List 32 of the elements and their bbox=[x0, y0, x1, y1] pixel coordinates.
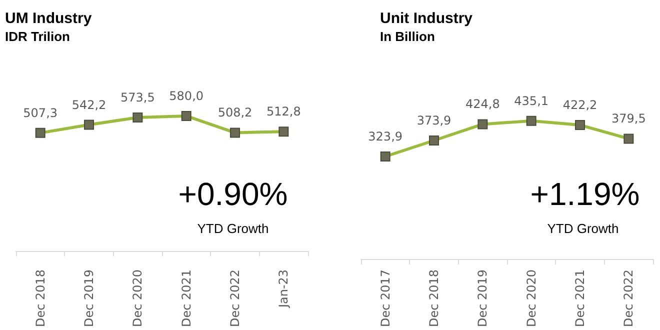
chart-title: UM Industry bbox=[5, 10, 92, 27]
x-tick-label: Dec 2021 bbox=[179, 269, 194, 328]
data-label: 512,8 bbox=[266, 104, 301, 119]
x-tick-label: Dec 2022 bbox=[622, 269, 636, 328]
x-tick-label: Dec 2018 bbox=[427, 269, 441, 328]
data-label: 323,9 bbox=[368, 130, 403, 144]
text: +1.19% bbox=[530, 176, 640, 212]
text: YTD Growth bbox=[547, 221, 619, 236]
x-tick-label: Dec 2018 bbox=[33, 269, 48, 328]
data-label: 542,2 bbox=[72, 98, 106, 112]
data-label: 379,5 bbox=[611, 112, 646, 126]
data-label: 508,2 bbox=[218, 106, 252, 120]
data-label: 422,2 bbox=[562, 98, 598, 112]
x-tick-label: Dec 2022 bbox=[228, 269, 242, 328]
chart-title: Unit Industry bbox=[380, 10, 474, 27]
chart-subtitle: IDR Trilion bbox=[5, 29, 70, 44]
x-tick-label: Dec 2020 bbox=[130, 269, 145, 328]
x-tick-label: Dec 2017 bbox=[378, 269, 392, 328]
x-tick-label: Jan-23 bbox=[276, 269, 291, 309]
data-label: 580,0 bbox=[169, 88, 204, 103]
data-label: 373,9 bbox=[416, 113, 452, 128]
data-label: 435,1 bbox=[514, 94, 549, 108]
data-label: 507,3 bbox=[23, 106, 58, 120]
x-tick-label: Dec 2019 bbox=[82, 269, 96, 328]
chart-subtitle: In Billion bbox=[380, 29, 435, 44]
x-tick-label: Dec 2019 bbox=[476, 269, 490, 328]
text: +0.90% bbox=[178, 176, 288, 212]
x-tick-label: Dec 2021 bbox=[573, 269, 587, 328]
data-label: 573,5 bbox=[120, 90, 155, 104]
text: YTD Growth bbox=[197, 221, 269, 236]
data-label: 424,8 bbox=[465, 97, 500, 112]
x-tick-label: Dec 2020 bbox=[524, 269, 538, 328]
